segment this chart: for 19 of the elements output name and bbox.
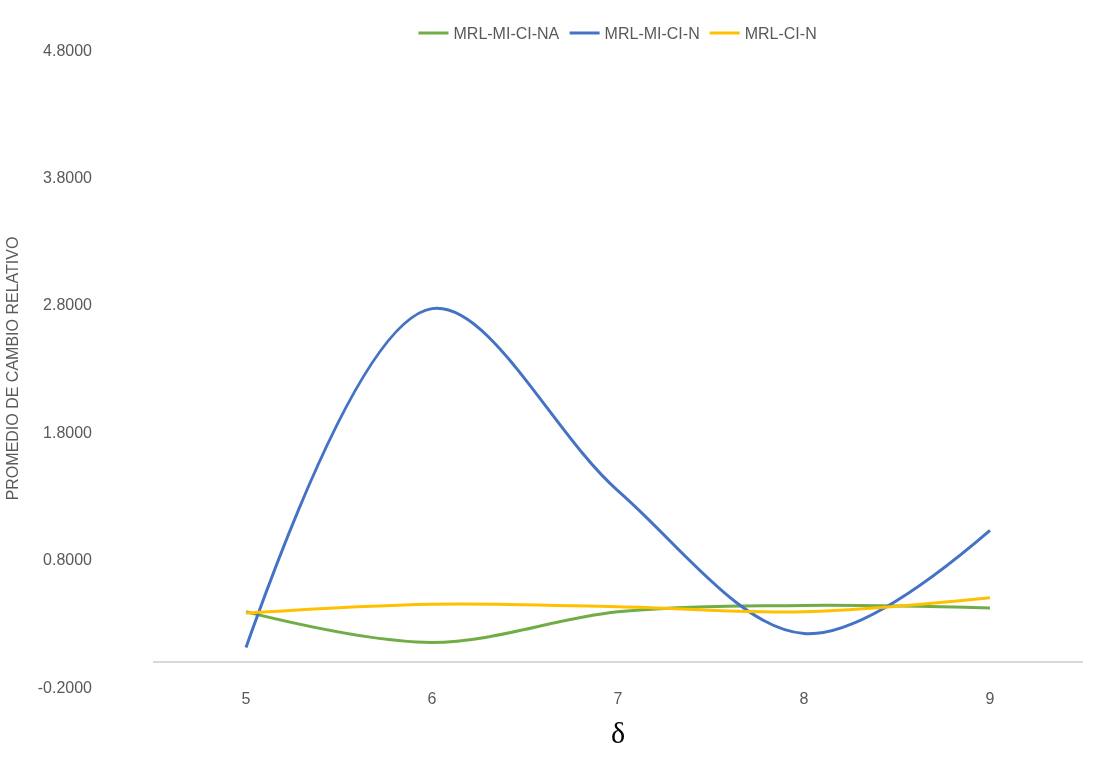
line-series bbox=[244, 307, 992, 650]
x-tick-label: 9 bbox=[985, 690, 995, 707]
y-tick-label: 0.8000 bbox=[43, 551, 93, 569]
x-tick-label: 8 bbox=[799, 690, 809, 707]
y-tick-label: 4.8000 bbox=[43, 41, 93, 59]
x-axis-title: δ bbox=[610, 715, 626, 749]
x-tick-label: 6 bbox=[427, 690, 437, 707]
x-tick-label: 7 bbox=[613, 690, 623, 707]
y-tick-label: 1.8000 bbox=[43, 423, 93, 441]
line-series bbox=[244, 596, 992, 615]
y-axis-title: PROMEDIO DE CAMBIO RELATIVO bbox=[3, 236, 21, 501]
x-tick-label: 5 bbox=[241, 690, 251, 707]
legend-label: MRL-MI-CI-N bbox=[604, 25, 700, 43]
legend-label: MRL-MI-CI-NA bbox=[453, 25, 560, 43]
y-tick-label: 2.8000 bbox=[43, 296, 93, 314]
legend-label: MRL-CI-N bbox=[744, 25, 817, 43]
y-tick-label: 3.8000 bbox=[43, 169, 93, 186]
line-series bbox=[244, 603, 992, 644]
y-tick-label: -0.2000 bbox=[37, 678, 93, 696]
